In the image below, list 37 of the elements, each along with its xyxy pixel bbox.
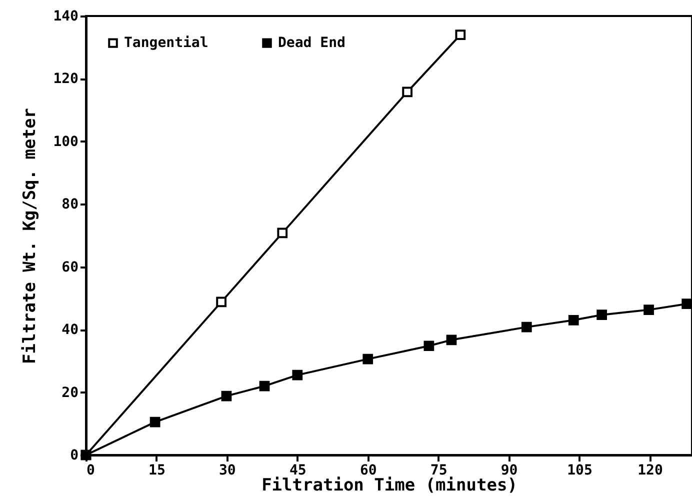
point [259,380,270,392]
y-tick-label: 120 [53,71,78,88]
y-tick-label: 0 [70,448,78,464]
point [292,370,303,380]
point [424,340,434,352]
y-tick-label: 20 [62,384,78,401]
point [216,296,226,308]
legend-label: Dead End [278,35,346,52]
point [568,314,579,326]
point [277,228,288,238]
point [682,298,692,310]
point [221,390,232,402]
x-tick-label: 90 [500,462,518,478]
point [362,354,374,364]
x-tick-label: 45 [289,462,306,478]
point [446,334,457,346]
y-tick-label: 40 [62,322,78,338]
y-tick-label: 80 [62,196,78,213]
y-tick-label: 100 [53,134,78,150]
x-tick-label: 30 [219,462,236,478]
point [455,30,466,40]
y-tick-label: 60 [62,259,78,276]
x-tick-label: 15 [148,462,166,478]
legend-label: Tangential [124,35,208,52]
point [150,416,160,428]
x-tick-label: 60 [360,462,377,478]
x-axis-title: Filtration Time (minutes) [262,476,518,496]
point [521,322,532,332]
x-tick-label: 0 [86,462,95,478]
x-tick-label: 120 [638,462,663,478]
x-tick-label: 105 [567,462,592,478]
y-axis-title: Filtrate Wt. Kg/Sq. meter [20,108,40,364]
x-tick-label: 75 [430,462,448,478]
y-tick-label: 140 [53,8,78,24]
point [644,304,654,315]
point [596,310,607,320]
point [402,86,413,98]
